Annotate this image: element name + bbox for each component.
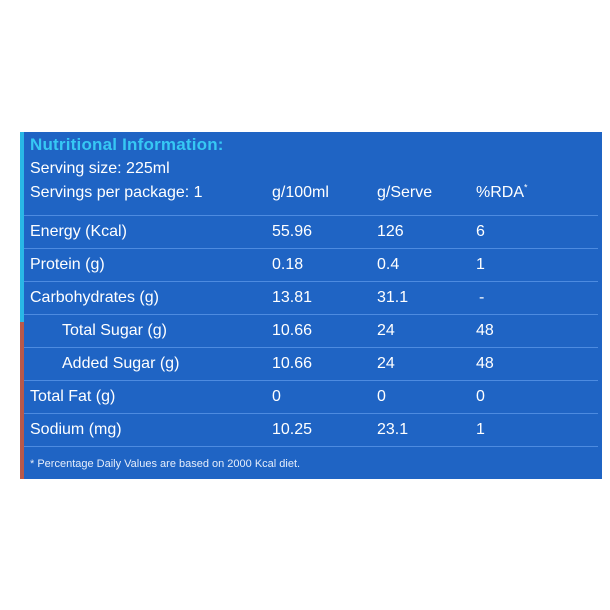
divider (24, 347, 598, 348)
column-header-per-serve: g/Serve (377, 184, 433, 201)
divider (24, 314, 598, 315)
row-value-per100: 10.66 (272, 322, 313, 339)
column-header-rda: %RDA* (476, 182, 528, 202)
row-name-total-sugar: Total Sugar (g) (62, 322, 167, 339)
divider (24, 215, 598, 216)
panel-edge-accent-lower (20, 322, 24, 479)
divider (24, 281, 598, 282)
divider (24, 380, 598, 381)
row-value-rda: 0 (476, 388, 485, 405)
divider (24, 248, 598, 249)
divider (24, 446, 598, 447)
row-value-rda: 6 (476, 223, 485, 240)
row-value-perserve: 126 (377, 223, 404, 240)
rda-header-label: %RDA (476, 184, 525, 201)
row-value-rda: 48 (476, 355, 494, 372)
row-value-per100: 0.18 (272, 256, 304, 273)
servings-per-package: Servings per package: 1 (30, 184, 203, 201)
row-value-rda: - (479, 289, 485, 306)
row-name-added-sugar: Added Sugar (g) (62, 355, 180, 372)
row-name-total-fat: Total Fat (g) (30, 388, 116, 405)
nutrition-panel: Nutritional Information: Serving size: 2… (20, 132, 602, 479)
row-name-protein: Protein (g) (30, 256, 105, 273)
row-value-perserve: 24 (377, 355, 395, 372)
row-name-sodium: Sodium (mg) (30, 421, 122, 438)
serving-size: Serving size: 225ml (30, 160, 170, 177)
panel-title: Nutritional Information: (30, 135, 224, 154)
row-value-rda: 1 (476, 421, 485, 438)
row-value-per100: 0 (272, 388, 281, 405)
row-value-rda: 1 (476, 256, 485, 273)
panel-edge-accent (20, 132, 24, 322)
column-header-per-100ml: g/100ml (272, 184, 329, 201)
row-value-perserve: 0.4 (377, 256, 400, 273)
row-value-perserve: 24 (377, 322, 395, 339)
row-value-perserve: 0 (377, 388, 386, 405)
row-name-energy: Energy (Kcal) (30, 223, 127, 240)
row-value-rda: 48 (476, 322, 494, 339)
footnote: * Percentage Daily Values are based on 2… (30, 458, 301, 470)
row-value-per100: 10.25 (272, 421, 313, 438)
row-value-perserve: 31.1 (377, 289, 409, 306)
row-value-per100: 55.96 (272, 223, 313, 240)
row-value-per100: 13.81 (272, 289, 313, 306)
row-value-per100: 10.66 (272, 355, 313, 372)
divider (24, 413, 598, 414)
rda-footnote-marker: * (524, 182, 528, 193)
row-name-carbohydrates: Carbohydrates (g) (30, 289, 159, 306)
row-value-perserve: 23.1 (377, 421, 409, 438)
